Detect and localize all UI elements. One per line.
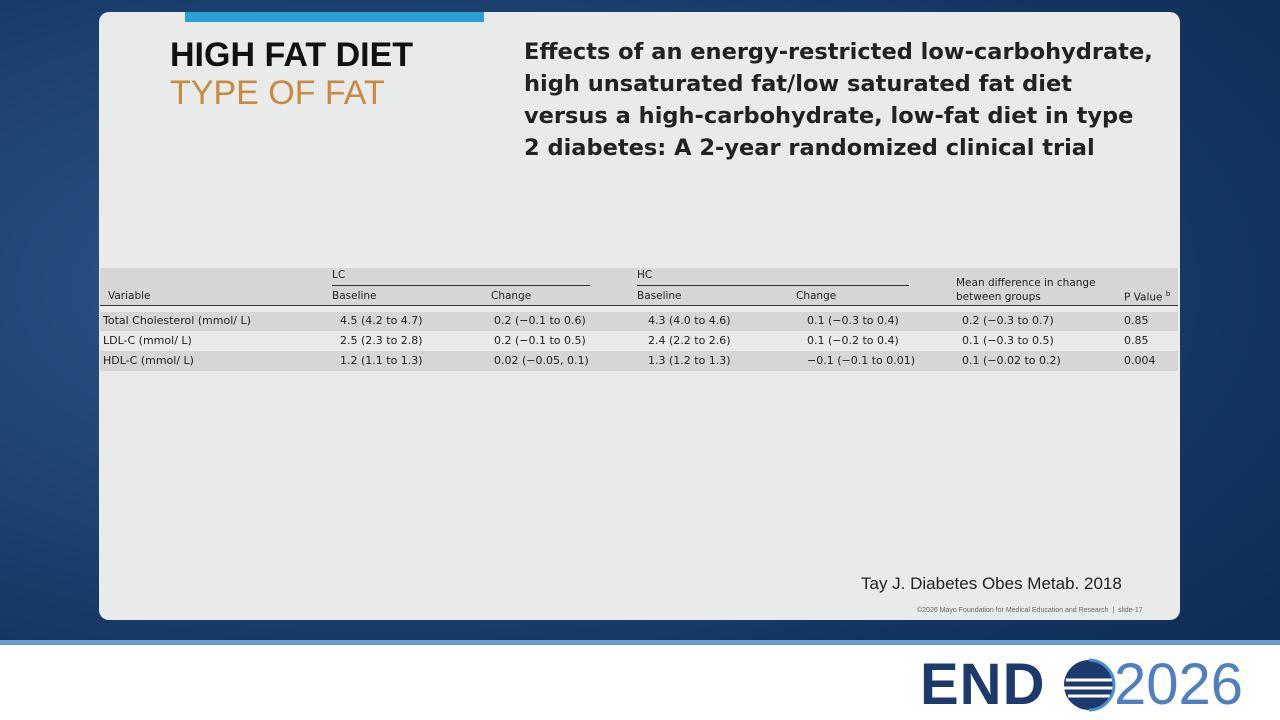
p-value-header: P Value bbox=[1124, 291, 1163, 304]
table-cell: 0.85 bbox=[1124, 314, 1149, 327]
accent-bar bbox=[185, 12, 484, 22]
table-cell: 1.3 (1.2 to 1.3) bbox=[648, 354, 731, 367]
paper-title: Effects of an energy-restricted low-carb… bbox=[524, 39, 1153, 161]
table-cell: 0.1 (−0.02 to 0.2) bbox=[962, 354, 1061, 367]
column-header: Change bbox=[796, 290, 837, 302]
table-cell: 0.2 (−0.3 to 0.7) bbox=[962, 314, 1054, 327]
group-header: Mean difference in change between groups bbox=[956, 277, 1096, 303]
table-cell: 4.5 (4.2 to 4.7) bbox=[340, 314, 423, 327]
table-cell: 4.3 (4.0 to 4.6) bbox=[648, 314, 731, 327]
row-label: Total Cholesterol (mmol/ L) bbox=[103, 314, 251, 327]
table-cell: 0.1 (−0.3 to 0.5) bbox=[962, 334, 1054, 347]
logo-globe bbox=[1064, 658, 1116, 712]
column-header: P Value b bbox=[1124, 290, 1170, 304]
group-header: HC bbox=[637, 269, 653, 281]
column-header: Change bbox=[491, 290, 532, 302]
column-header: Variable bbox=[108, 290, 151, 302]
group-header: LC bbox=[332, 269, 346, 281]
table-cell: 2.4 (2.2 to 2.6) bbox=[648, 334, 731, 347]
slide-title: HIGH FAT DIET bbox=[170, 36, 414, 74]
citation: Tay J. Diabetes Obes Metab. 2018 bbox=[861, 574, 1122, 593]
row-bg bbox=[100, 351, 1178, 371]
table-cell: 0.2 (−0.1 to 0.5) bbox=[494, 334, 586, 347]
table-cell: 2.5 (2.3 to 2.8) bbox=[340, 334, 423, 347]
header-rule bbox=[100, 305, 1178, 306]
table-cell: 0.2 (−0.1 to 0.6) bbox=[494, 314, 586, 327]
column-header: Baseline bbox=[637, 290, 682, 302]
table-cell: 0.004 bbox=[1124, 354, 1156, 367]
slide-subtitle: TYPE OF FAT bbox=[170, 74, 385, 112]
table-header-bg bbox=[100, 268, 1178, 306]
row-label: LDL-C (mmol/ L) bbox=[103, 334, 192, 347]
table-cell: 0.1 (−0.3 to 0.4) bbox=[807, 314, 899, 327]
table-cell: 0.1 (−0.2 to 0.4) bbox=[807, 334, 899, 347]
table-cell: 1.2 (1.1 to 1.3) bbox=[340, 354, 423, 367]
logo-right: 2026 bbox=[1114, 652, 1244, 717]
row-bg bbox=[100, 312, 1178, 331]
group-rule bbox=[332, 285, 590, 286]
logo-left: END bbox=[920, 652, 1046, 717]
table-cell: 0.02 (−0.05, 0.1) bbox=[494, 354, 589, 367]
footnote-mark: b bbox=[1165, 290, 1171, 298]
group-rule bbox=[637, 285, 909, 286]
row-label: HDL-C (mmol/ L) bbox=[103, 354, 194, 367]
table-cell: −0.1 (−0.1 to 0.01) bbox=[807, 354, 916, 367]
footer: ©2026 Mayo Foundation for Medical Educat… bbox=[917, 607, 1143, 614]
table-cell: 0.85 bbox=[1124, 334, 1149, 347]
column-header: Baseline bbox=[332, 290, 377, 302]
